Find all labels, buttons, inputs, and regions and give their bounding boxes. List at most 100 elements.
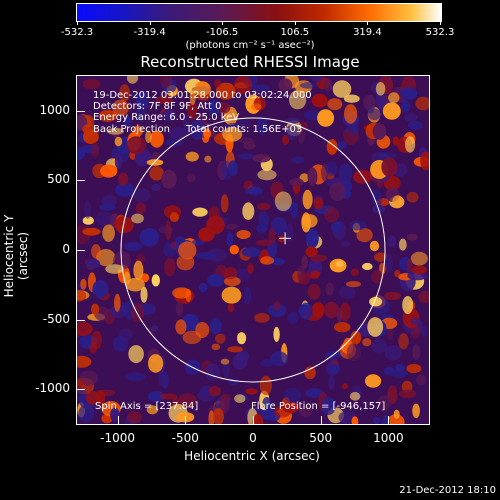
intensity-blob [223, 267, 238, 280]
x-tick-label: -1000 [100, 431, 136, 445]
intensity-blob [204, 155, 212, 163]
intensity-blob [208, 410, 215, 424]
intensity-blob [390, 368, 408, 379]
intensity-blob [305, 246, 318, 258]
colorbar-tick [77, 21, 78, 25]
intensity-blob [221, 286, 242, 304]
x-tick [320, 416, 322, 424]
colorbar-tick [367, 21, 369, 25]
intensity-blob [320, 397, 336, 415]
intensity-blob [95, 211, 113, 226]
intensity-blob [114, 136, 123, 147]
intensity-blob [80, 278, 87, 290]
intensity-blob [278, 78, 293, 92]
intensity-blobs [77, 76, 429, 424]
intensity-blob [82, 227, 101, 236]
colorbar-tick [222, 21, 224, 25]
intensity-blob [270, 216, 287, 235]
intensity-blob [305, 388, 324, 398]
intensity-blob [182, 114, 190, 130]
intensity-blob [375, 82, 386, 96]
intensity-blob [98, 203, 116, 211]
intensity-blob [363, 94, 376, 110]
intensity-blob [326, 161, 338, 176]
intensity-blob [410, 317, 421, 326]
intensity-blob [245, 388, 258, 395]
intensity-blob [311, 93, 328, 108]
intensity-blob [388, 92, 400, 104]
intensity-blob [135, 90, 149, 109]
intensity-blob [77, 386, 87, 401]
intensity-blob [89, 341, 98, 354]
intensity-blob [420, 325, 428, 338]
intensity-blob [115, 182, 135, 197]
intensity-blob [208, 99, 220, 116]
intensity-blob [329, 363, 340, 374]
intensity-blob [369, 296, 383, 307]
colorbar-tick-label: 106.5 [280, 27, 310, 38]
intensity-blob [234, 394, 246, 403]
intensity-blob [205, 363, 221, 381]
intensity-blob [349, 220, 367, 231]
intensity-blob [383, 175, 401, 191]
intensity-blob [371, 188, 382, 208]
x-tick [253, 416, 254, 424]
intensity-blob [220, 358, 230, 365]
intensity-blob [400, 87, 418, 100]
intensity-blob [169, 212, 179, 223]
intensity-blob [234, 76, 253, 95]
intensity-blob [118, 172, 129, 186]
intensity-blob [346, 343, 361, 362]
intensity-blob [418, 290, 429, 303]
colorbar-tick-label: 532.3 [425, 27, 455, 38]
y-tick [77, 319, 85, 321]
intensity-blob [387, 235, 397, 248]
intensity-blob [302, 189, 313, 210]
intensity-blob [114, 154, 123, 169]
intensity-blob [313, 197, 324, 210]
intensity-blob [227, 346, 244, 353]
intensity-blob [224, 223, 239, 230]
intensity-blob [369, 240, 380, 252]
intensity-blob [337, 140, 347, 150]
intensity-blob [343, 94, 360, 103]
intensity-blob [405, 136, 416, 153]
intensity-blob [339, 302, 351, 322]
x-tick [388, 416, 390, 424]
intensity-blob [91, 244, 101, 259]
intensity-blob [291, 156, 305, 164]
intensity-blob [211, 343, 221, 351]
image-title: Reconstructed RHESSI Image [140, 53, 360, 71]
y-tick-label: 0 [62, 242, 70, 256]
intensity-blob [284, 387, 302, 403]
intensity-blob [299, 302, 313, 320]
intensity-blob [131, 213, 144, 224]
intensity-blob [139, 227, 159, 247]
intensity-blob [220, 194, 229, 213]
intensity-blob [251, 84, 270, 92]
intensity-blob [151, 183, 161, 192]
spin-axis-text: Spin Axis = [237.84] [95, 401, 199, 412]
intensity-blob [259, 375, 272, 396]
colorbar-tick [149, 21, 151, 25]
intensity-blob [156, 96, 173, 105]
intensity-blob [213, 408, 224, 424]
intensity-blob [196, 251, 217, 260]
intensity-blob [220, 160, 233, 181]
intensity-blob [326, 139, 338, 155]
rhessi-image-panel: 19-Dec-2012 03:01:28.000 to 03:02:24.000… [76, 75, 430, 425]
intensity-blob [301, 255, 308, 270]
intensity-blob [209, 317, 222, 335]
intensity-blob [307, 167, 318, 186]
timestamp: 21-Dec-2012 18:10 [399, 485, 496, 496]
intensity-blob [287, 311, 299, 324]
y-tick-label: -500 [42, 311, 70, 326]
intensity-blob [257, 169, 277, 181]
intensity-blob [302, 214, 318, 228]
intensity-blob [372, 123, 387, 140]
intensity-blob [96, 249, 116, 267]
intensity-blob [288, 90, 307, 110]
intensity-blob [330, 221, 343, 233]
intensity-blob [77, 147, 85, 161]
intensity-blob [149, 166, 164, 181]
